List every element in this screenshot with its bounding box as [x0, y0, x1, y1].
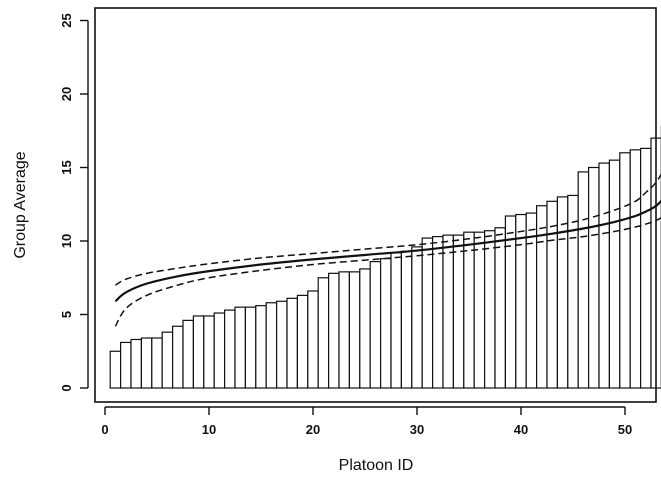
bar	[213, 312, 226, 389]
bar	[629, 149, 642, 389]
bar	[307, 290, 319, 389]
y-axis-title: Group Average	[12, 151, 29, 258]
x-tick-label: 20	[306, 422, 320, 437]
lines-layer	[114, 173, 661, 327]
bar	[286, 297, 298, 389]
solid-fit-line	[114, 199, 661, 303]
dashed-band-line	[114, 216, 661, 327]
bar	[535, 205, 548, 389]
plot-frame	[94, 7, 657, 403]
y-tick-label: 20	[59, 87, 74, 101]
bar	[577, 171, 590, 389]
bar	[556, 196, 569, 389]
x-tick-label: 30	[410, 422, 424, 437]
y-tick-label: 15	[59, 160, 74, 174]
bar	[473, 231, 486, 389]
x-tick-label: 40	[514, 422, 528, 437]
bar	[255, 305, 267, 389]
bar	[224, 309, 236, 389]
bar	[234, 306, 246, 389]
bar	[400, 250, 413, 389]
bar	[411, 246, 423, 389]
bar	[244, 306, 257, 389]
dashed-band-line	[115, 173, 661, 286]
bar	[452, 234, 465, 389]
bar	[504, 215, 517, 389]
bar	[161, 331, 174, 389]
bar	[390, 252, 402, 389]
y-tick-label: 0	[59, 384, 74, 391]
bar	[380, 258, 392, 389]
bar	[276, 300, 288, 389]
bar	[151, 337, 163, 389]
bar	[182, 319, 194, 389]
x-tick-label: 10	[202, 422, 216, 437]
bars-layer	[109, 125, 661, 389]
bar	[587, 166, 600, 389]
bar	[369, 260, 382, 389]
bar	[203, 315, 215, 389]
y-tick-label: 5	[59, 311, 74, 318]
bar	[359, 268, 371, 389]
bar	[494, 227, 506, 389]
bar	[109, 350, 122, 389]
bar	[463, 231, 475, 389]
bar	[130, 338, 142, 389]
bar	[639, 147, 652, 389]
bar	[328, 272, 340, 389]
bar	[442, 234, 454, 389]
y-tick-label: 10	[59, 234, 74, 248]
x-tick-label: 50	[618, 422, 632, 437]
x-axis: 0 10 20 30 40 50	[101, 406, 632, 437]
x-axis-title: Platoon ID	[339, 457, 414, 474]
bar	[172, 325, 184, 389]
bar	[608, 159, 621, 389]
bar	[421, 237, 434, 389]
y-tick-label: 25	[59, 13, 74, 27]
bar	[265, 302, 278, 389]
bar	[515, 213, 527, 389]
bar	[484, 230, 496, 389]
bar	[432, 235, 444, 389]
bar	[192, 315, 205, 389]
bar	[338, 271, 350, 389]
bar	[317, 277, 330, 389]
bar	[598, 162, 610, 389]
bar	[619, 152, 631, 389]
bar	[567, 194, 579, 389]
x-tick-label: 0	[101, 422, 108, 437]
bar	[546, 200, 558, 389]
bar	[296, 294, 309, 389]
y-axis: 0 5 10 15 20 25	[59, 13, 89, 392]
bar	[140, 337, 153, 389]
bar	[119, 341, 132, 389]
bar	[348, 271, 361, 389]
bar	[525, 212, 538, 389]
